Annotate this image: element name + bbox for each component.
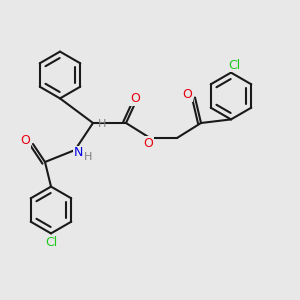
Text: H: H [98, 118, 106, 129]
Text: H: H [84, 152, 93, 162]
Text: Cl: Cl [45, 236, 57, 249]
Text: Cl: Cl [228, 58, 240, 72]
Text: N: N [73, 146, 83, 160]
Text: O: O [183, 88, 192, 101]
Text: O: O [130, 92, 140, 106]
Text: O: O [21, 134, 30, 148]
Text: O: O [144, 137, 153, 150]
